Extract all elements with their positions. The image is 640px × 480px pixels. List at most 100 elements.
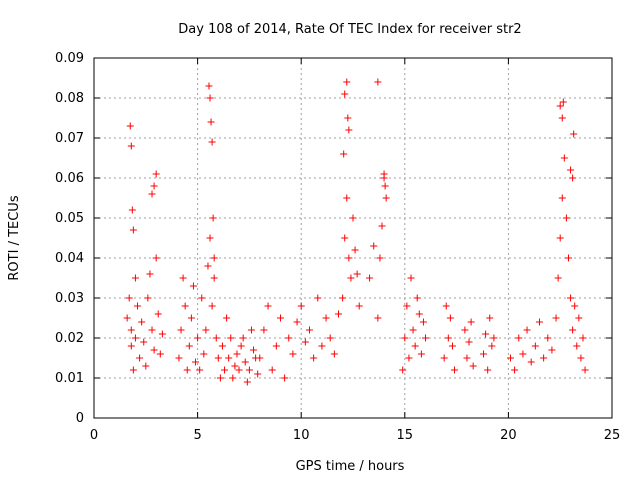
y-tick-label: 0.09 bbox=[55, 51, 84, 66]
data-point bbox=[461, 326, 469, 334]
data-point bbox=[558, 194, 566, 202]
x-tick-label: 15 bbox=[397, 428, 414, 443]
data-point bbox=[148, 190, 156, 198]
data-point bbox=[380, 170, 388, 178]
data-point bbox=[381, 182, 389, 190]
y-tick-label: 0.08 bbox=[55, 91, 84, 106]
data-point bbox=[142, 362, 150, 370]
axis-ticks: 0 0.01 0.02 0.03 0.04 0.05 0.06 0.07 0.08 0.09 0 5 1… bbox=[55, 51, 620, 443]
data-point bbox=[209, 214, 217, 222]
plot-frame bbox=[93, 57, 613, 419]
data-point bbox=[567, 294, 575, 302]
grid-lines bbox=[94, 58, 612, 418]
data-point bbox=[127, 326, 135, 334]
data-point bbox=[131, 334, 139, 342]
data-point bbox=[177, 326, 185, 334]
data-point bbox=[297, 302, 305, 310]
data-point bbox=[419, 318, 427, 326]
data-point bbox=[405, 354, 413, 362]
data-point bbox=[515, 334, 523, 342]
data-point bbox=[322, 314, 330, 322]
data-point bbox=[223, 314, 231, 322]
data-point bbox=[192, 358, 200, 366]
data-point bbox=[409, 326, 417, 334]
chart-title: Day 108 of 2014, Rate Of TEC Index for r… bbox=[178, 22, 521, 37]
data-point bbox=[148, 326, 156, 334]
data-point bbox=[237, 342, 245, 350]
data-point bbox=[175, 354, 183, 362]
y-tick-label: 0.04 bbox=[55, 251, 84, 266]
data-point bbox=[523, 326, 531, 334]
data-point bbox=[484, 366, 492, 374]
data-point bbox=[205, 82, 213, 90]
data-point bbox=[305, 326, 313, 334]
data-point bbox=[318, 342, 326, 350]
data-point bbox=[256, 354, 264, 362]
data-point bbox=[218, 342, 226, 350]
data-point bbox=[301, 338, 309, 346]
data-point bbox=[343, 78, 351, 86]
data-point bbox=[527, 358, 535, 366]
y-tick-label: 0.05 bbox=[55, 211, 84, 226]
data-point bbox=[411, 342, 419, 350]
data-point bbox=[214, 354, 222, 362]
data-point bbox=[540, 354, 548, 362]
data-point bbox=[204, 262, 212, 270]
data-point bbox=[127, 342, 135, 350]
data-point bbox=[239, 334, 247, 342]
data-point bbox=[330, 350, 338, 358]
data-point bbox=[562, 214, 570, 222]
data-point bbox=[340, 150, 348, 158]
data-point bbox=[446, 314, 454, 322]
data-point bbox=[440, 354, 448, 362]
data-point bbox=[150, 182, 158, 190]
data-point bbox=[314, 294, 322, 302]
y-tick-label: 0.06 bbox=[55, 171, 84, 186]
data-point bbox=[378, 222, 386, 230]
x-tick-label: 5 bbox=[193, 428, 201, 443]
x-tick-label: 25 bbox=[604, 428, 621, 443]
x-tick-label: 20 bbox=[500, 428, 517, 443]
data-point bbox=[552, 314, 560, 322]
data-point bbox=[575, 314, 583, 322]
data-point bbox=[490, 334, 498, 342]
data-point bbox=[448, 342, 456, 350]
data-point bbox=[208, 138, 216, 146]
data-point bbox=[202, 326, 210, 334]
data-point bbox=[341, 90, 349, 98]
data-point bbox=[366, 274, 374, 282]
data-point bbox=[241, 358, 249, 366]
data-point bbox=[185, 342, 193, 350]
data-point bbox=[194, 334, 202, 342]
data-point bbox=[570, 130, 578, 138]
data-point bbox=[146, 270, 154, 278]
data-point bbox=[150, 346, 158, 354]
data-point bbox=[156, 350, 164, 358]
data-point bbox=[571, 302, 579, 310]
data-point bbox=[564, 254, 572, 262]
x-axis-label: GPS time / hours bbox=[296, 459, 405, 474]
data-point bbox=[231, 362, 239, 370]
data-point bbox=[254, 370, 262, 378]
data-point bbox=[407, 274, 415, 282]
data-point bbox=[465, 338, 473, 346]
data-point bbox=[247, 326, 255, 334]
data-point bbox=[548, 346, 556, 354]
data-point bbox=[235, 366, 243, 374]
data-point bbox=[127, 142, 135, 150]
data-point bbox=[374, 314, 382, 322]
data-point bbox=[463, 354, 471, 362]
data-point bbox=[154, 310, 162, 318]
data-point bbox=[229, 374, 237, 382]
y-tick-label: 0.01 bbox=[55, 371, 84, 386]
data-point bbox=[207, 118, 215, 126]
data-point bbox=[349, 214, 357, 222]
data-point bbox=[488, 342, 496, 350]
data-point bbox=[370, 242, 378, 250]
data-point bbox=[556, 102, 564, 110]
data-point bbox=[506, 354, 514, 362]
data-point bbox=[210, 274, 218, 282]
data-point bbox=[210, 254, 218, 262]
data-point bbox=[403, 302, 411, 310]
